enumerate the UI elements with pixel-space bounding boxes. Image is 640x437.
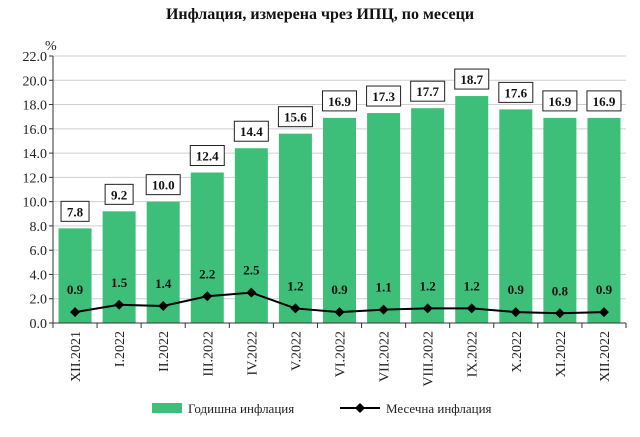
- y-tick-label: 0.0: [30, 317, 48, 332]
- y-tick-label: 20.0: [23, 74, 48, 89]
- bar: [411, 108, 445, 323]
- bar-label-box: [322, 90, 357, 112]
- y-tick-label: 8.0: [30, 220, 48, 235]
- bar-label-box: [410, 80, 446, 102]
- line-label: 1.2: [287, 278, 303, 293]
- bar: [587, 117, 621, 324]
- bar-label: 15.6: [284, 110, 307, 125]
- line-marker: [378, 304, 389, 315]
- chart-title: Инфлация, измерена чрез ИПЦ, по месеци: [165, 6, 475, 23]
- y-tick-label: 2.0: [30, 293, 48, 308]
- bar: [278, 133, 312, 323]
- line-marker: [598, 307, 609, 318]
- line-label: 0.9: [508, 282, 525, 297]
- bar-label: 18.7: [460, 72, 483, 87]
- bar-label: 17.6: [504, 85, 527, 100]
- x-tick-label: X.2022: [510, 331, 525, 373]
- bar-label: 14.4: [240, 124, 263, 139]
- bar-label-box: [498, 81, 534, 103]
- line-label: 1.2: [420, 278, 436, 293]
- legend-annual-label: Годишна инфлация: [188, 401, 294, 416]
- line-label: 0.8: [552, 283, 569, 298]
- bar-label-box: [60, 200, 90, 222]
- bar-label: 9.2: [111, 187, 127, 202]
- line-marker: [70, 307, 81, 318]
- y-tick-label: 18.0: [23, 99, 48, 114]
- bar-label: 16.9: [328, 94, 351, 109]
- line-label: 2.5: [243, 263, 260, 278]
- x-tick-label: XI.2022: [554, 331, 569, 377]
- bar-label-box: [586, 90, 622, 112]
- x-tick-label: XII.2022: [598, 331, 613, 382]
- line-label: 0.9: [67, 282, 84, 297]
- line-marker: [158, 301, 169, 312]
- x-tick-label: VIII.2022: [422, 331, 437, 387]
- line-marker: [114, 299, 125, 310]
- bar-label-box: [277, 106, 313, 128]
- line-marker: [246, 287, 257, 298]
- x-tick-label: XII.2021: [69, 331, 84, 382]
- bar-label-box: [454, 68, 490, 90]
- line-marker: [202, 291, 213, 302]
- bar-label-box: [104, 183, 134, 205]
- legend-monthly-label: Месечна инфлация: [386, 401, 492, 416]
- x-tick-label: IX.2022: [466, 331, 481, 377]
- line-label: 1.2: [464, 278, 480, 293]
- x-tick-label: II.2022: [157, 331, 172, 372]
- line-label: 1.4: [155, 276, 172, 291]
- line-marker: [554, 308, 565, 319]
- bar-label: 17.3: [372, 89, 395, 104]
- y-tick-label: 10.0: [23, 196, 48, 211]
- bar: [323, 117, 356, 324]
- line-label: 1.5: [111, 275, 128, 290]
- bar: [543, 117, 577, 324]
- x-tick-label: IV.2022: [245, 331, 260, 375]
- x-tick-label: V.2022: [289, 331, 304, 371]
- y-tick-label: 12.0: [23, 171, 48, 186]
- line-marker: [466, 303, 477, 314]
- bar-label: 16.9: [549, 94, 572, 109]
- legend-line-marker: [355, 403, 365, 413]
- bar-label: 7.8: [67, 204, 84, 219]
- y-tick-label: 14.0: [23, 147, 48, 162]
- line-label: 0.9: [331, 282, 348, 297]
- line-marker: [422, 303, 433, 314]
- x-tick-label: III.2022: [201, 331, 216, 377]
- bar-label-box: [366, 85, 402, 107]
- legend-bar-swatch: [152, 403, 182, 413]
- line-marker: [334, 307, 345, 318]
- y-tick-label: 22.0: [23, 50, 48, 65]
- line-marker: [290, 303, 301, 314]
- y-tick-label: 4.0: [30, 268, 48, 283]
- x-tick-label: VI.2022: [334, 331, 349, 377]
- bar-label-box: [189, 145, 225, 167]
- bar: [499, 109, 533, 324]
- line-label: 1.1: [375, 280, 391, 295]
- line-label: 0.9: [596, 282, 613, 297]
- bar-label: 12.4: [196, 149, 219, 164]
- bar-label: 10.0: [152, 178, 175, 193]
- bar-label: 16.9: [593, 94, 616, 109]
- bar-label-box: [542, 90, 578, 112]
- bar-label-box: [145, 174, 181, 196]
- bar-label: 17.7: [416, 84, 439, 99]
- line-marker: [510, 307, 521, 318]
- y-axis-label: %: [45, 39, 57, 54]
- x-tick-label: I.2022: [113, 331, 128, 367]
- line-label: 2.2: [199, 266, 215, 281]
- y-tick-label: 6.0: [30, 244, 48, 259]
- bar: [367, 113, 401, 323]
- x-tick-label: VII.2022: [378, 331, 393, 382]
- bar-label-box: [233, 120, 269, 142]
- bar: [455, 96, 489, 323]
- y-tick-label: 16.0: [23, 123, 48, 138]
